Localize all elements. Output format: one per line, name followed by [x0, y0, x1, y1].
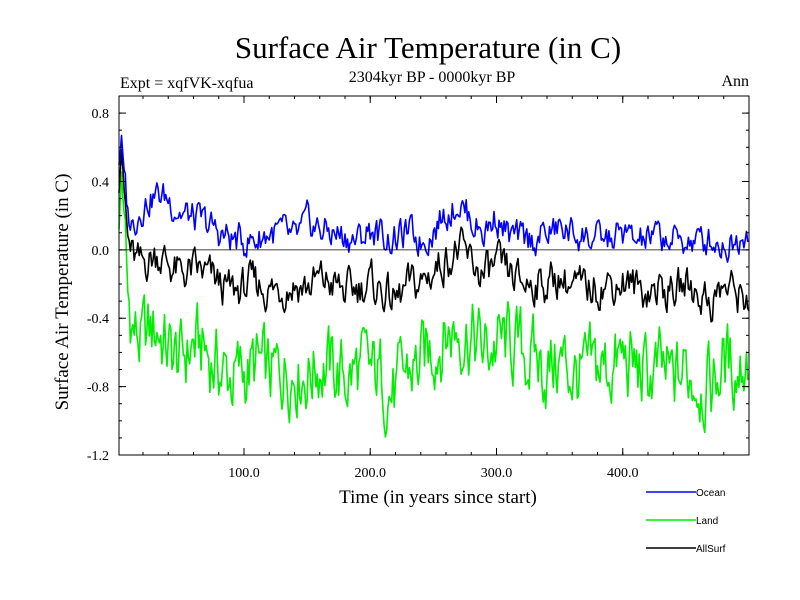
x-axis: 100.0 200.0 300.0 400.0 [142, 96, 725, 481]
x-axis-label: Time (in years since start) [339, 487, 537, 508]
y-tick-label: 0.4 [92, 175, 110, 190]
x-tick-label: 300.0 [481, 466, 513, 481]
legend-label-ocean: Ocean [696, 488, 725, 499]
x-tick-label: 400.0 [607, 466, 639, 481]
y-tick-label: -1.2 [87, 449, 109, 464]
plot-frame [118, 95, 750, 456]
x-tick-label: 200.0 [354, 466, 386, 481]
x-tick-label: 100.0 [228, 466, 260, 481]
series-line-land [118, 171, 750, 438]
season-label: Ann [721, 73, 749, 90]
chart-title: Surface Air Temperature (in C) [235, 30, 621, 65]
plot-series-group [118, 134, 750, 438]
series-line-allsurf [118, 149, 750, 323]
y-axis: 0.8 0.4 0.0 -0.4 -0.8 -1.2 [87, 95, 749, 464]
series-line-ocean [118, 134, 750, 263]
y-tick-label: -0.4 [87, 312, 109, 327]
y-tick-label: 0.8 [92, 107, 110, 122]
expt-label: Expt = xqfVK-xqfua [120, 75, 253, 92]
y-tick-label: -0.8 [87, 381, 109, 396]
legend-label-allsurf: AllSurf [696, 544, 726, 555]
y-tick-label: 0.0 [92, 244, 110, 259]
legend-label-land: Land [696, 516, 718, 527]
legend: Ocean Land AllSurf [646, 488, 726, 555]
chart-subtitle: 2304kyr BP - 0000kyr BP [349, 69, 516, 86]
y-axis-label: Surface Air Temperature (in C) [52, 174, 73, 411]
